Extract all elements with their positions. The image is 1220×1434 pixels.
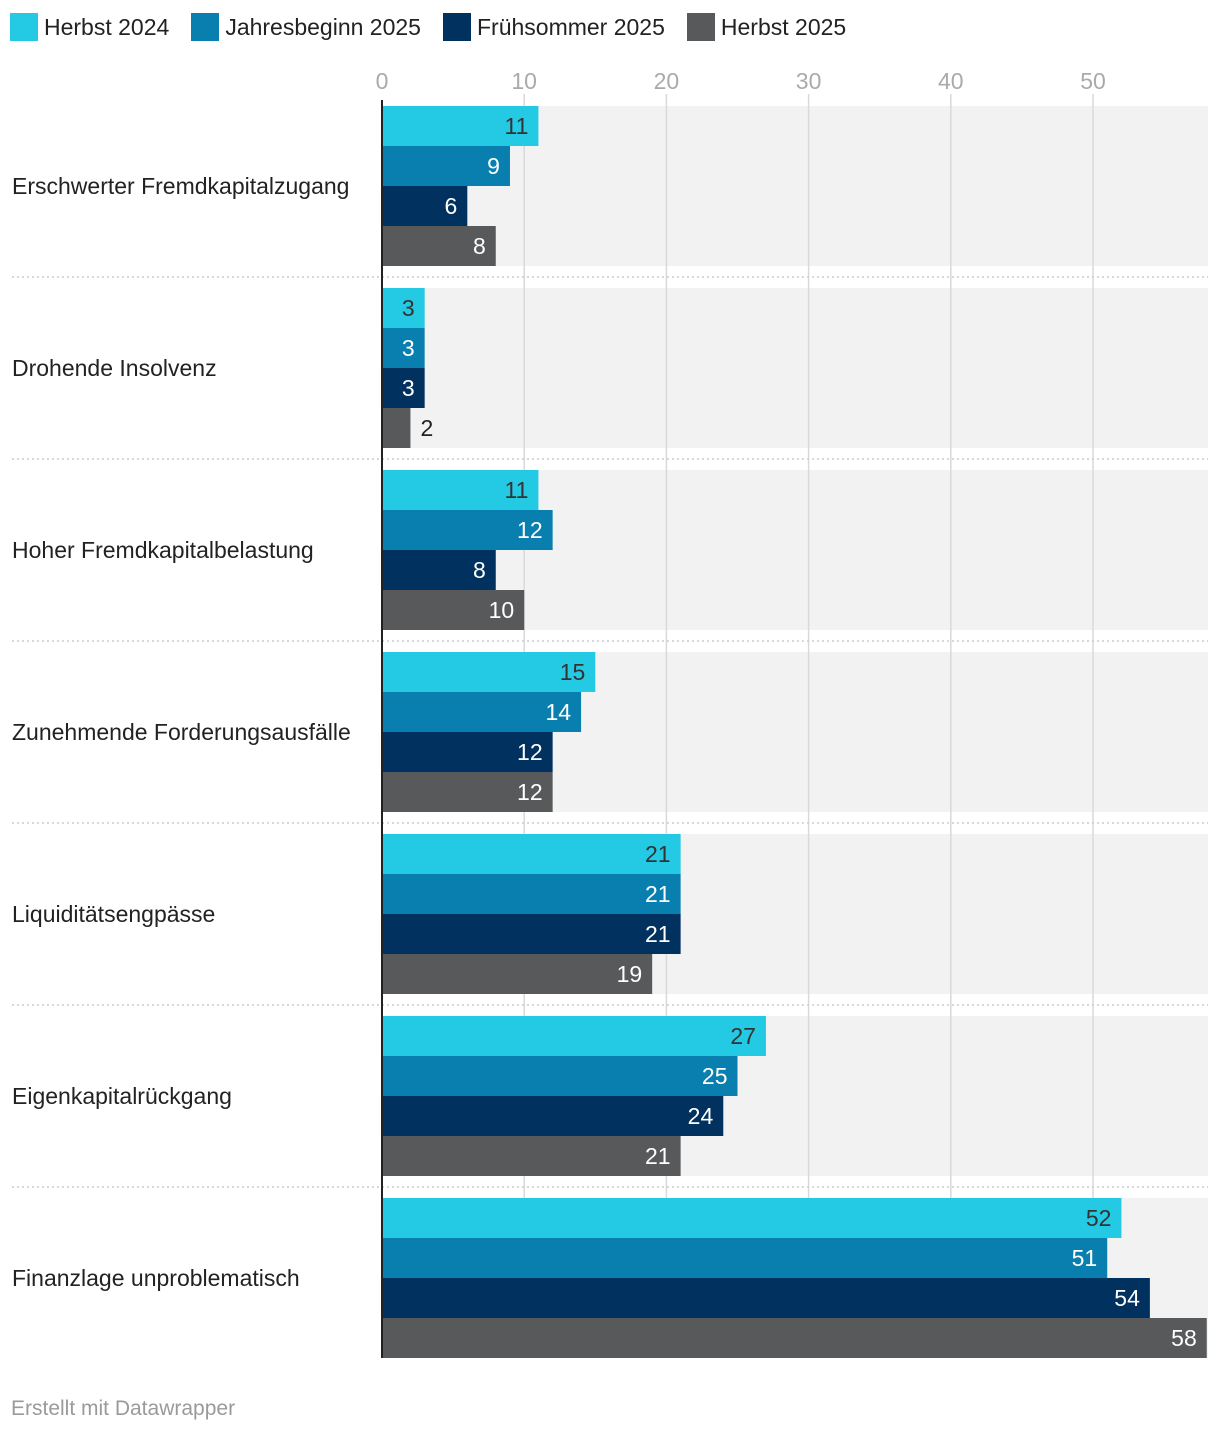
bar-value-label: 3 bbox=[402, 375, 415, 401]
bar bbox=[382, 590, 525, 630]
bar bbox=[382, 1136, 681, 1176]
bar-value-label: 15 bbox=[560, 659, 586, 685]
x-tick-label: 10 bbox=[511, 68, 537, 94]
category-label: Liquiditätsengpässe bbox=[12, 901, 215, 927]
category-label: Drohende Insolvenz bbox=[12, 355, 217, 381]
legend-swatch bbox=[191, 13, 220, 41]
bar bbox=[382, 834, 681, 874]
bar bbox=[382, 1238, 1108, 1278]
x-tick-label: 20 bbox=[654, 68, 680, 94]
legend-item: Frühsommer 2025 bbox=[442, 13, 665, 41]
bar bbox=[382, 550, 496, 590]
bar bbox=[382, 772, 553, 812]
bar-value-label: 27 bbox=[730, 1023, 756, 1049]
bar-value-label: 21 bbox=[645, 841, 671, 867]
bar-value-label: 10 bbox=[489, 597, 515, 623]
x-tick-label: 30 bbox=[796, 68, 822, 94]
legend-label: Jahresbeginn 2025 bbox=[225, 13, 421, 40]
bar-value-label: 14 bbox=[545, 699, 571, 725]
legend-item: Jahresbeginn 2025 bbox=[191, 13, 421, 41]
bar bbox=[382, 692, 582, 732]
bar-value-label: 12 bbox=[517, 779, 543, 805]
bar bbox=[382, 226, 496, 266]
bar bbox=[382, 1198, 1122, 1238]
bar-value-label: 58 bbox=[1171, 1325, 1197, 1351]
legend-swatch bbox=[10, 13, 38, 41]
bar bbox=[382, 652, 596, 692]
legend-swatch bbox=[686, 13, 715, 41]
bar-value-label: 12 bbox=[517, 739, 543, 765]
legend-label: Herbst 2024 bbox=[44, 13, 170, 40]
legend-item: Herbst 2025 bbox=[686, 13, 847, 41]
bar bbox=[382, 510, 553, 550]
bar-value-label: 51 bbox=[1072, 1245, 1098, 1271]
bar-value-label: 11 bbox=[505, 113, 529, 139]
bar bbox=[382, 288, 425, 328]
bar bbox=[382, 146, 510, 186]
bar bbox=[382, 1096, 724, 1136]
bar-value-label: 3 bbox=[402, 335, 415, 361]
bar-value-label: 6 bbox=[445, 193, 458, 219]
category-label: Hoher Fremdkapitalbelastung bbox=[12, 537, 314, 563]
legend-swatch bbox=[442, 13, 471, 41]
bar-value-label: 2 bbox=[420, 415, 433, 441]
bar-chart: 0 10 20 30 40 50 Erschwerter Fremdkapitalzugan… bbox=[12, 68, 1208, 1358]
bar-value-label: 52 bbox=[1086, 1205, 1112, 1231]
bar bbox=[382, 186, 468, 226]
bar-value-label: 12 bbox=[517, 517, 543, 543]
bar-value-label: 8 bbox=[473, 557, 486, 583]
bar bbox=[382, 1016, 766, 1056]
legend-item: Herbst 2024 bbox=[10, 13, 169, 41]
bar bbox=[382, 408, 411, 448]
bar-value-label: 54 bbox=[1114, 1285, 1140, 1311]
bar-value-label: 21 bbox=[645, 1143, 671, 1169]
bar bbox=[382, 1318, 1207, 1358]
bar bbox=[382, 470, 539, 510]
bar bbox=[382, 732, 553, 772]
x-tick-label: 50 bbox=[1080, 68, 1106, 94]
bar bbox=[382, 106, 539, 146]
bar-value-label: 3 bbox=[402, 295, 415, 321]
bar bbox=[382, 1278, 1150, 1318]
x-tick-label: 40 bbox=[938, 68, 964, 94]
category-label: Zunehmende Forderungsausfälle bbox=[12, 719, 351, 745]
category-label: Eigenkapitalrückgang bbox=[12, 1083, 232, 1109]
chart-legend: Herbst 2024 Jahresbeginn 2025 Frühsommer 2… bbox=[10, 12, 868, 42]
legend-label: Frühsommer 2025 bbox=[476, 13, 665, 40]
bar-value-label: 11 bbox=[505, 477, 529, 503]
bar-value-label: 19 bbox=[617, 961, 643, 987]
category-label: Finanzlage unproblematisch bbox=[12, 1265, 300, 1291]
legend-label: Herbst 2025 bbox=[720, 13, 847, 40]
bar-value-label: 8 bbox=[473, 233, 486, 259]
bar-value-label: 24 bbox=[688, 1103, 714, 1129]
row-background bbox=[382, 288, 1208, 448]
bar bbox=[382, 954, 653, 994]
bar bbox=[382, 328, 425, 368]
bar-value-label: 25 bbox=[702, 1063, 728, 1089]
bar-value-label: 9 bbox=[487, 153, 500, 179]
footer-credit: Erstellt mit Datawrapper bbox=[11, 1397, 236, 1420]
bar-value-label: 21 bbox=[645, 881, 671, 907]
bar-value-label: 21 bbox=[645, 921, 671, 947]
bar bbox=[382, 914, 681, 954]
bar bbox=[382, 874, 681, 914]
x-tick-label: 0 bbox=[376, 68, 389, 94]
category-label: Erschwerter Fremdkapitalzugang bbox=[12, 173, 349, 199]
bar bbox=[382, 1056, 738, 1096]
bar bbox=[382, 368, 425, 408]
